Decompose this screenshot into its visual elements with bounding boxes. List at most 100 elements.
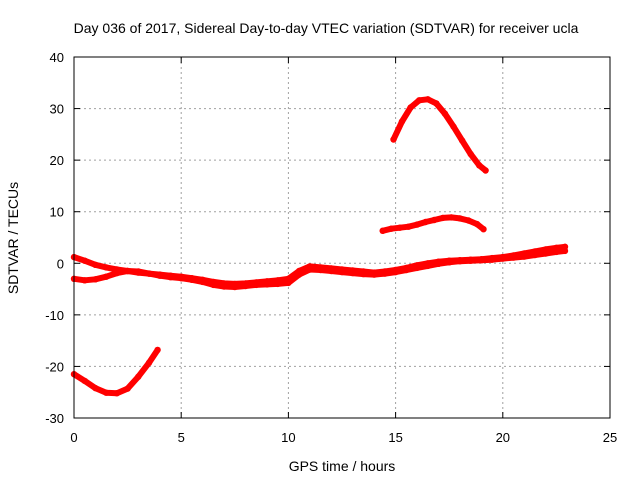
series-line-arc-early-dip: [71, 346, 161, 397]
data-point: [433, 100, 440, 107]
data-point: [371, 271, 378, 278]
y-tick-label: 30: [50, 102, 64, 117]
data-point: [199, 278, 206, 286]
data-point: [135, 373, 142, 380]
data-point: [521, 253, 528, 260]
data-point: [467, 150, 474, 158]
data-point: [478, 257, 485, 264]
data-point: [435, 260, 442, 267]
data-point: [446, 259, 453, 266]
x-tick-label: 20: [496, 430, 510, 445]
data-point: [103, 273, 110, 280]
data-point: [220, 283, 228, 290]
y-tick-label: 20: [50, 153, 64, 168]
data-point: [242, 282, 249, 290]
data-point: [231, 283, 238, 291]
data-point: [467, 257, 474, 264]
data-point: [92, 261, 99, 268]
data-point: [188, 276, 196, 283]
data-point: [416, 97, 423, 104]
data-point: [285, 279, 292, 287]
data-point: [488, 256, 496, 263]
data-point: [103, 389, 110, 396]
data-point: [450, 123, 457, 130]
data-point: [135, 268, 142, 275]
x-tick-label: 10: [281, 430, 295, 445]
data-point: [480, 226, 487, 233]
data-point: [458, 137, 466, 144]
data-point: [465, 217, 472, 224]
data-point: [274, 280, 281, 288]
data-point: [439, 214, 446, 222]
data-point: [145, 359, 153, 366]
data-point: [263, 281, 271, 288]
data-point: [81, 377, 88, 385]
data-point: [306, 266, 313, 273]
data-point: [379, 227, 386, 234]
data-point: [422, 218, 429, 226]
series-group: [70, 96, 569, 397]
data-point: [156, 272, 163, 279]
data-point: [390, 136, 397, 143]
data-point: [328, 267, 335, 275]
data-point: [81, 257, 88, 264]
data-point: [295, 271, 303, 278]
plot-frame: [73, 56, 611, 419]
data-point: [349, 269, 356, 277]
data-point: [542, 250, 549, 257]
data-point: [396, 224, 404, 231]
data-point: [360, 270, 367, 278]
data-point: [392, 268, 399, 276]
data-point: [113, 390, 121, 397]
data-point: [448, 214, 455, 221]
data-point: [441, 110, 449, 117]
data-point: [253, 281, 260, 289]
y-axis-label: SDTVAR / TECUs: [5, 182, 21, 294]
x-tick-label: 15: [388, 430, 402, 445]
x-tick-label: 5: [178, 430, 185, 445]
data-point: [81, 277, 88, 284]
data-point: [178, 275, 185, 282]
data-point: [167, 274, 174, 281]
data-point: [424, 262, 431, 270]
data-point: [456, 258, 464, 265]
chart-title: Day 036 of 2017, Sidereal Day-to-day VTE…: [74, 20, 579, 36]
data-point: [398, 118, 406, 125]
data-point: [553, 248, 560, 256]
data-point: [413, 264, 421, 272]
y-tick-label: -10: [45, 308, 64, 323]
data-point: [499, 255, 506, 262]
y-tick-label: 40: [50, 50, 64, 65]
x-axis-label: GPS time / hours: [289, 458, 396, 474]
data-point: [154, 346, 161, 354]
data-point: [103, 264, 110, 271]
data-point: [145, 270, 153, 277]
data-point: [413, 221, 421, 228]
data-point: [476, 162, 483, 169]
data-point: [124, 385, 131, 392]
x-tick-label: 25: [603, 430, 617, 445]
x-tick-label: 0: [70, 430, 77, 445]
data-point: [482, 167, 489, 174]
grid: [74, 57, 610, 418]
data-point: [456, 215, 464, 222]
data-point: [405, 223, 412, 230]
data-point: [338, 268, 346, 276]
data-point: [388, 225, 395, 232]
data-point: [424, 96, 431, 103]
data-point: [510, 254, 517, 261]
data-point: [431, 216, 438, 224]
data-point: [92, 276, 99, 283]
data-point: [113, 269, 121, 277]
data-point: [317, 266, 324, 274]
data-point: [92, 384, 99, 392]
y-tick-label: 0: [57, 256, 64, 271]
y-tick-label: 10: [50, 205, 64, 220]
axis-ticks: 0 5 10 15 20 25 -30 -20 -10 0 10 20 30 40: [45, 50, 617, 445]
data-point: [124, 267, 131, 275]
y-tick-label: -20: [45, 359, 64, 374]
data-point: [210, 281, 217, 289]
data-point: [561, 247, 569, 255]
data-point: [473, 220, 481, 228]
